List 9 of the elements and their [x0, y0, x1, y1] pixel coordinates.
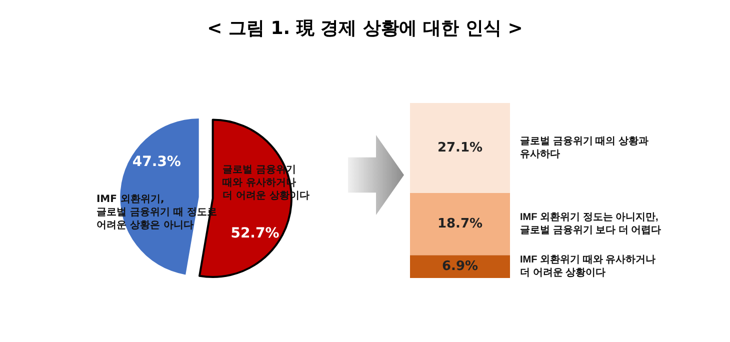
data-label: 52.7% — [230, 225, 280, 242]
series-label: IMF 외환위기 때와 유사하거나 더 어려운 상황이다 — [520, 254, 656, 279]
series-label: IMF 외환위기 정도는 아니지만, 글로벌 금융위기 보다 더 어렵다 — [520, 212, 662, 236]
data-label: 27.1% — [437, 140, 483, 156]
data-label: 47.3% — [132, 154, 181, 170]
data-label: 18.7% — [437, 216, 483, 232]
data-label: 6.9% — [442, 259, 478, 274]
text: < 그림 1. 現 경제 상황에 대한 인식 > — [206, 17, 524, 40]
series-label: 글로벌 금융위기 때의 상황과 유사하다 — [520, 136, 648, 160]
